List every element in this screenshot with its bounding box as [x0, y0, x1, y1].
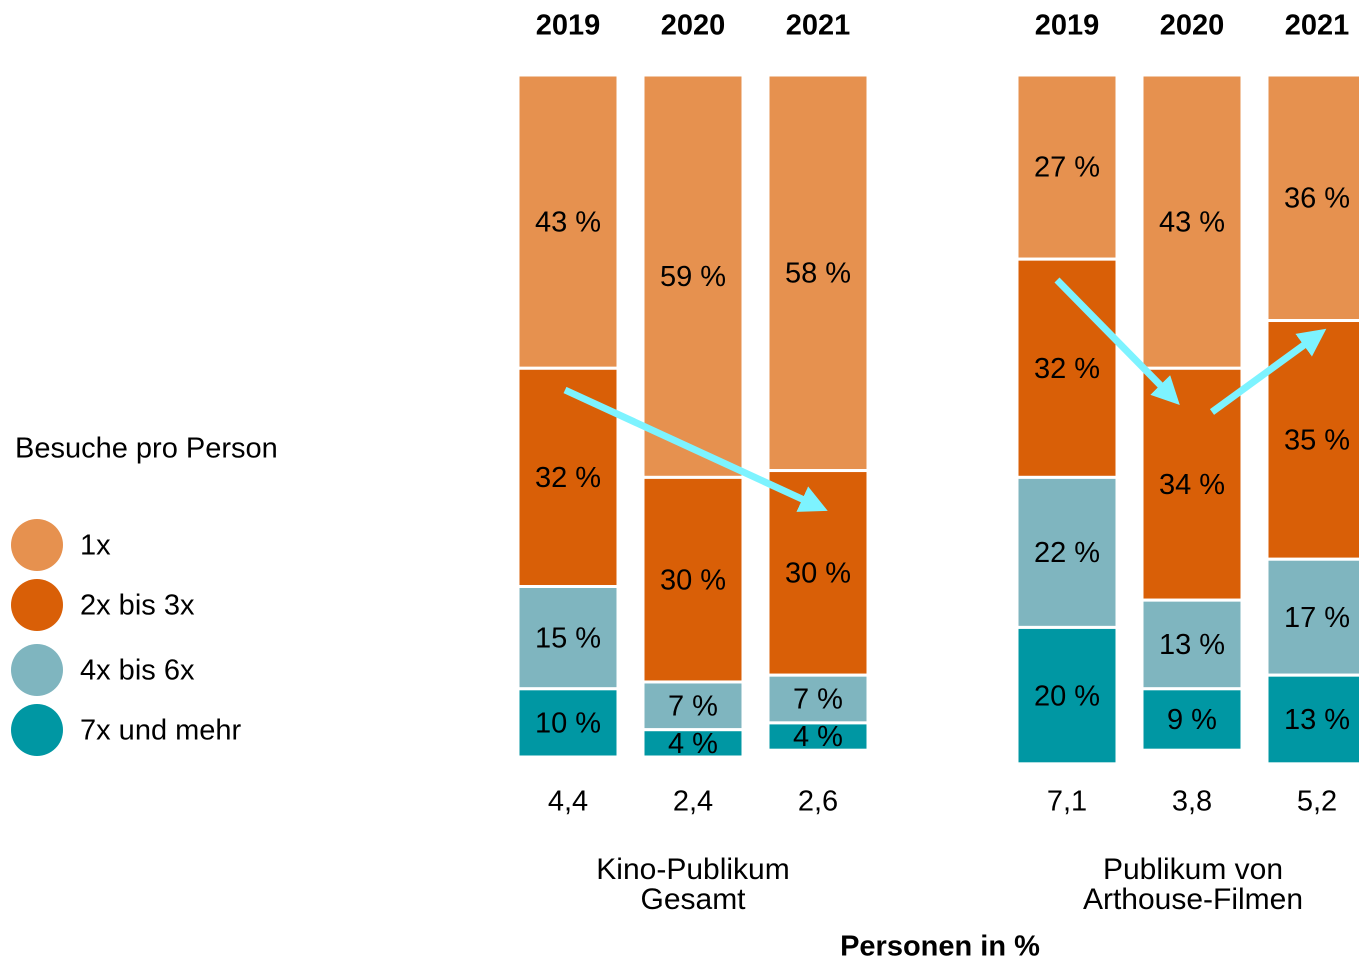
legend-label: 4x bis 6x: [80, 655, 195, 687]
x-tick-label: 2021: [1285, 10, 1350, 42]
data-label: 35 %: [1284, 425, 1350, 457]
x-tick-label: 2020: [661, 10, 726, 42]
legend-label: 7x und mehr: [80, 715, 242, 747]
data-label: 43 %: [1159, 206, 1225, 238]
bar-segment: [766, 673, 870, 725]
data-label: 30 %: [785, 558, 851, 590]
average-label: 5,2: [1297, 786, 1337, 818]
data-label: 7 %: [668, 691, 718, 723]
data-label: 32 %: [1034, 353, 1100, 385]
average-label: 2,4: [673, 786, 713, 818]
bar-segment: [1265, 557, 1359, 677]
bar-segment: [516, 687, 620, 759]
legend-title: Besuche pro Person: [15, 433, 278, 465]
data-label: 34 %: [1159, 469, 1225, 501]
data-label: 4 %: [793, 721, 843, 753]
x-axis-label: Personen in %: [840, 931, 1040, 963]
arrow: [563, 386, 828, 512]
bar-segment: [641, 475, 745, 684]
arrow: [1209, 328, 1327, 415]
x-tick-label: 2019: [1035, 10, 1100, 42]
data-label: 22 %: [1034, 537, 1100, 569]
data-label: 10 %: [535, 708, 601, 740]
bars: 43 % 32 % 15 % 10 % 59 % 30 % 7 % 4 % 58 % 30 % 7 …: [516, 73, 1359, 766]
legend-marker: [11, 704, 63, 756]
data-label: 30 %: [660, 564, 726, 596]
data-label: 17 %: [1284, 602, 1350, 634]
data-label: 59 %: [660, 261, 726, 293]
average-label: 2,6: [798, 786, 838, 818]
data-label: 32 %: [535, 462, 601, 494]
bar-segment: [1140, 687, 1244, 752]
legend-label: 2x bis 3x: [80, 590, 195, 622]
bar-segment: [1265, 673, 1359, 766]
bar-segment: [766, 721, 870, 752]
average-label: 3,8: [1172, 786, 1212, 818]
bar-segment: [516, 73, 620, 370]
bar-segment: [1015, 625, 1119, 766]
legend-marker: [11, 579, 63, 631]
x-tick-label: 2020: [1160, 10, 1225, 42]
data-label: 58 %: [785, 257, 851, 289]
data-label: 13 %: [1284, 704, 1350, 736]
arrows: [563, 277, 1327, 512]
data-label: 13 %: [1159, 629, 1225, 661]
data-label: 27 %: [1034, 152, 1100, 184]
x-tick-label: 2021: [786, 10, 851, 42]
average-label: 4,4: [548, 786, 588, 818]
data-label: 15 %: [535, 622, 601, 654]
arrow: [1054, 277, 1180, 405]
bar-segment: [1140, 598, 1244, 691]
data-label: 7 %: [793, 684, 843, 716]
data-label: 43 %: [535, 206, 601, 238]
data-label: 20 %: [1034, 680, 1100, 712]
group-label: Kino-Publikum Gesamt: [596, 853, 790, 916]
bar-segment: [641, 728, 745, 759]
average-label: 7,1: [1047, 786, 1087, 818]
x-tick-label: 2019: [536, 10, 601, 42]
legend-label: 1x: [80, 530, 111, 562]
bar-segment: [1140, 366, 1244, 602]
group-label: Publikum von Arthouse-Filmen: [1082, 853, 1304, 916]
bar-segment: [1015, 257, 1119, 479]
data-label: 9 %: [1167, 704, 1217, 736]
data-label: 36 %: [1284, 182, 1350, 214]
bar-segment: [1140, 73, 1244, 370]
legend-marker: [11, 519, 63, 571]
legend-marker: [11, 644, 63, 696]
data-label: 4 %: [668, 728, 718, 760]
